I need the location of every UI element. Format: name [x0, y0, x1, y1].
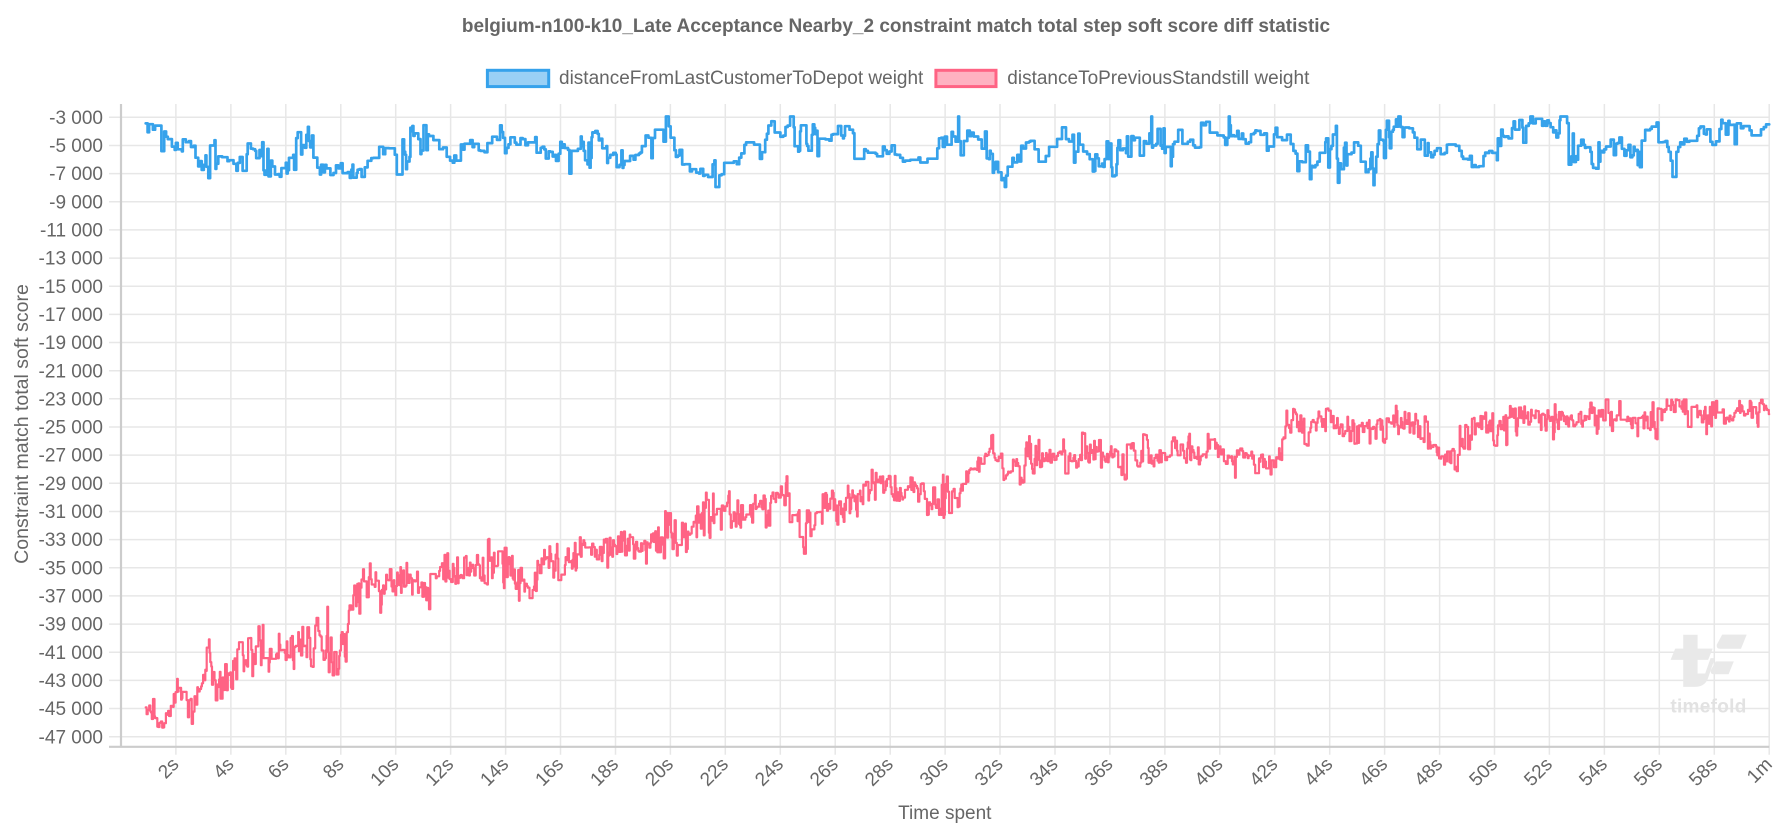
svg-text:-43 000: -43 000	[39, 671, 103, 692]
svg-text:-35 000: -35 000	[39, 558, 103, 579]
svg-text:-9 000: -9 000	[49, 192, 103, 213]
svg-text:-13 000: -13 000	[39, 249, 103, 270]
svg-text:-21 000: -21 000	[39, 361, 103, 382]
svg-text:-39 000: -39 000	[39, 615, 103, 636]
svg-text:timefold: timefold	[1670, 697, 1746, 718]
svg-text:-11 000: -11 000	[40, 221, 103, 242]
svg-text:-33 000: -33 000	[39, 530, 103, 551]
svg-text:Constraint match total soft sc: Constraint match total soft score	[11, 284, 33, 564]
svg-text:Time spent: Time spent	[898, 803, 992, 824]
svg-text:-19 000: -19 000	[39, 333, 103, 354]
svg-text:-41 000: -41 000	[39, 643, 103, 664]
svg-text:-15 000: -15 000	[39, 277, 103, 298]
svg-text:-29 000: -29 000	[39, 474, 103, 495]
svg-text:belgium-n100-k10_Late Acceptan: belgium-n100-k10_Late Acceptance Nearby_…	[462, 16, 1331, 37]
svg-text:distanceFromLastCustomerToDepo: distanceFromLastCustomerToDepot weight	[559, 68, 924, 89]
svg-text:-47 000: -47 000	[39, 727, 103, 748]
svg-text:-31 000: -31 000	[39, 502, 103, 523]
svg-text:-23 000: -23 000	[39, 389, 103, 410]
svg-text:-25 000: -25 000	[39, 418, 103, 439]
svg-text:-37 000: -37 000	[39, 587, 103, 608]
svg-text:-17 000: -17 000	[39, 305, 103, 326]
svg-text:-3 000: -3 000	[49, 108, 103, 129]
svg-text:-45 000: -45 000	[39, 699, 103, 720]
svg-text:-7 000: -7 000	[49, 164, 103, 185]
svg-text:-27 000: -27 000	[39, 446, 103, 467]
svg-text:-5 000: -5 000	[49, 136, 103, 157]
svg-text:distanceToPreviousStandstill w: distanceToPreviousStandstill weight	[1007, 68, 1310, 89]
